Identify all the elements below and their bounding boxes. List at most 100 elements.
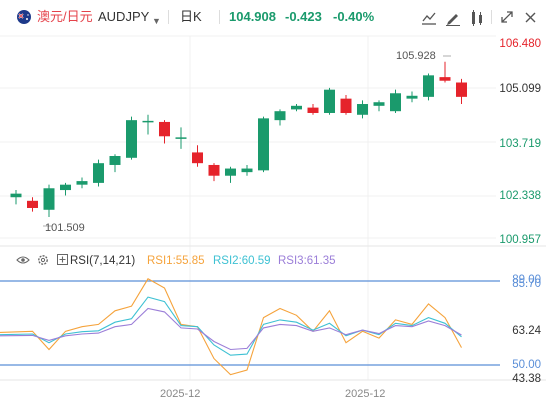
price-grid bbox=[0, 35, 496, 380]
rsi-axis-label: 63.24 bbox=[512, 325, 541, 337]
rsi-axis-label: 89.00 bbox=[512, 274, 541, 286]
candle bbox=[241, 164, 253, 176]
candle-body bbox=[357, 104, 368, 115]
candle bbox=[27, 197, 38, 212]
candle-body bbox=[192, 152, 203, 164]
rsi-title: RSI(7,14,21) bbox=[70, 255, 136, 267]
candle bbox=[43, 184, 55, 217]
candle bbox=[192, 145, 203, 167]
candle-body bbox=[373, 102, 385, 106]
candle bbox=[340, 95, 352, 115]
rsi-axis-label: 85.70 bbox=[512, 278, 541, 290]
candle bbox=[10, 190, 22, 205]
candle-body bbox=[60, 184, 71, 191]
candle bbox=[208, 163, 220, 182]
candle-body bbox=[93, 163, 104, 183]
draw-line-button[interactable] bbox=[419, 9, 439, 27]
candle-body bbox=[274, 111, 286, 121]
candle-body bbox=[456, 82, 467, 97]
candle-body bbox=[43, 188, 55, 210]
pen-button[interactable] bbox=[443, 9, 463, 27]
pair-ticker[interactable]: AUDJPY bbox=[98, 9, 150, 24]
chevron-down-icon[interactable]: ▼ bbox=[152, 16, 161, 26]
rsi-series bbox=[0, 278, 462, 376]
high-price-annotation: 105.928 bbox=[396, 50, 436, 62]
price-axis-label: 100.957 bbox=[499, 234, 541, 246]
candle-body bbox=[76, 181, 88, 185]
candle bbox=[159, 120, 170, 144]
candle bbox=[357, 100, 368, 119]
candle bbox=[439, 61, 451, 83]
candle bbox=[93, 159, 104, 187]
close-button[interactable] bbox=[521, 9, 541, 27]
price-axis-label: 106.480 bbox=[499, 38, 541, 50]
rsi3-value: RSI3:61.35 bbox=[278, 255, 336, 267]
close-icon bbox=[525, 12, 536, 23]
candle bbox=[225, 166, 236, 183]
candle-body bbox=[208, 164, 220, 176]
chart-header: 澳元/日元 AUDJPY ▼ 日K 104.908 -0.423 -0.40% bbox=[0, 0, 546, 34]
x-axis-label: 2025-12 bbox=[160, 388, 201, 400]
candle-body bbox=[390, 93, 401, 112]
period-selector[interactable]: 日K bbox=[180, 9, 202, 24]
candle-body bbox=[175, 137, 187, 139]
candle-body bbox=[258, 118, 269, 171]
indicator-settings-icon bbox=[472, 10, 482, 26]
candle bbox=[390, 89, 401, 113]
rsi-legend: RSI(7,14,21) RSI1:55.85 RSI2:60.59 RSI3:… bbox=[0, 252, 546, 270]
rsi2-value: RSI2:60.59 bbox=[213, 255, 271, 267]
expand-button[interactable] bbox=[497, 9, 517, 27]
candle bbox=[307, 104, 319, 115]
candle-body bbox=[225, 168, 236, 176]
candle-body bbox=[423, 75, 434, 97]
price-axis-label: 102.338 bbox=[499, 190, 541, 202]
candle-body bbox=[142, 120, 154, 123]
rsi-axis-label: 43.38 bbox=[512, 373, 541, 385]
rsi-axis-label: 50.00 bbox=[512, 359, 541, 371]
candle bbox=[291, 104, 302, 112]
indicator-settings-button[interactable] bbox=[467, 9, 487, 27]
rsi1-value: RSI1:55.85 bbox=[147, 255, 205, 267]
rsi2-line bbox=[0, 296, 462, 356]
candle-body bbox=[324, 89, 335, 113]
candle bbox=[423, 73, 434, 101]
pair-name[interactable]: 澳元/日元 bbox=[37, 9, 93, 24]
price-change: -0.423 bbox=[285, 9, 322, 24]
candle bbox=[109, 154, 121, 173]
price-change-percent: -0.40% bbox=[333, 9, 375, 24]
last-price: 104.908 bbox=[229, 9, 276, 24]
candlestick-series bbox=[10, 61, 467, 217]
low-price-annotation: 101.509 bbox=[45, 222, 85, 234]
candle-body bbox=[439, 77, 451, 81]
candle bbox=[373, 100, 385, 112]
header-divider bbox=[219, 10, 220, 24]
pen-icon bbox=[446, 14, 460, 26]
candle bbox=[126, 116, 137, 160]
rsi3-line bbox=[0, 307, 462, 351]
candle bbox=[258, 116, 269, 173]
expand-icon bbox=[501, 11, 513, 23]
candle bbox=[456, 78, 467, 105]
candle bbox=[324, 87, 335, 115]
candle bbox=[60, 182, 71, 196]
candle bbox=[142, 114, 154, 135]
candle-body bbox=[307, 107, 319, 113]
candle-body bbox=[241, 168, 253, 173]
candle bbox=[274, 109, 286, 126]
candle-body bbox=[159, 121, 170, 137]
x-axis-label: 2025-12 bbox=[345, 388, 386, 400]
indicator-toggle-icon[interactable] bbox=[57, 254, 68, 269]
gear-icon[interactable] bbox=[37, 254, 49, 270]
header-divider bbox=[168, 10, 169, 24]
candle bbox=[76, 177, 88, 189]
candle-body bbox=[27, 200, 38, 208]
eye-icon[interactable] bbox=[16, 254, 30, 270]
candle-body bbox=[340, 98, 352, 113]
candle bbox=[406, 91, 418, 103]
candle-body bbox=[406, 95, 418, 99]
price-axis-label: 105.099 bbox=[499, 83, 541, 95]
candle-body bbox=[291, 105, 302, 110]
candle-body bbox=[126, 120, 137, 158]
